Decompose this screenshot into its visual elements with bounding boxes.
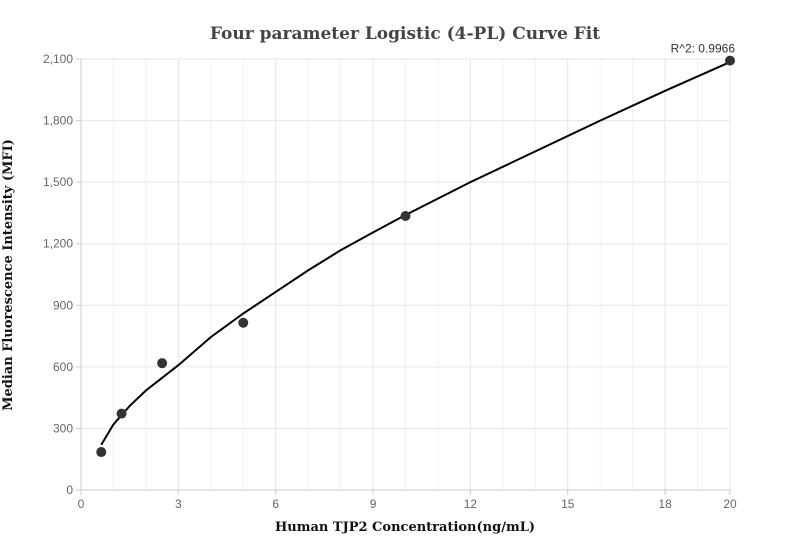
y-tick-label: 1,500 [43, 175, 73, 189]
x-axis-title: Human TJP2 Concentration(ng/mL) [275, 520, 535, 535]
y-tick-label: 300 [53, 421, 73, 435]
data-point [238, 317, 249, 328]
data-point [400, 211, 411, 222]
y-axis-ticks: 0 300 600 900 1,200 1,500 1,800 2,100 [43, 52, 81, 497]
y-tick-label: 2,100 [43, 52, 73, 66]
data-points [96, 55, 735, 458]
x-tick-label: 15 [561, 497, 575, 511]
data-point [116, 408, 127, 419]
x-tick-label: 3 [175, 497, 182, 511]
y-axis-title: Median Fluorescence Intensity (MFI) [1, 139, 16, 411]
x-axis-ticks: 0 3 6 9 12 15 18 20 [78, 490, 737, 511]
x-tick-label: 18 [658, 497, 672, 511]
y-tick-label: 600 [53, 360, 73, 374]
grid [81, 58, 731, 490]
data-point [157, 358, 168, 369]
axes [80, 59, 730, 491]
y-tick-label: 900 [53, 298, 73, 312]
x-tick-label: 9 [370, 497, 377, 511]
y-tick-label: 1,800 [43, 114, 73, 128]
chart-title: Four parameter Logistic (4-PL) Curve Fit [210, 24, 600, 44]
r-squared-annotation: R^2: 0.9966 [671, 42, 736, 56]
x-tick-label: 20 [723, 497, 737, 511]
y-tick-label: 1,200 [43, 237, 73, 251]
fit-curve [100, 61, 731, 446]
x-tick-label: 6 [272, 497, 279, 511]
y-tick-label: 0 [66, 483, 73, 497]
data-point [96, 447, 107, 458]
x-tick-label: 12 [464, 497, 478, 511]
x-tick-label: 0 [78, 497, 85, 511]
data-point [725, 55, 735, 66]
